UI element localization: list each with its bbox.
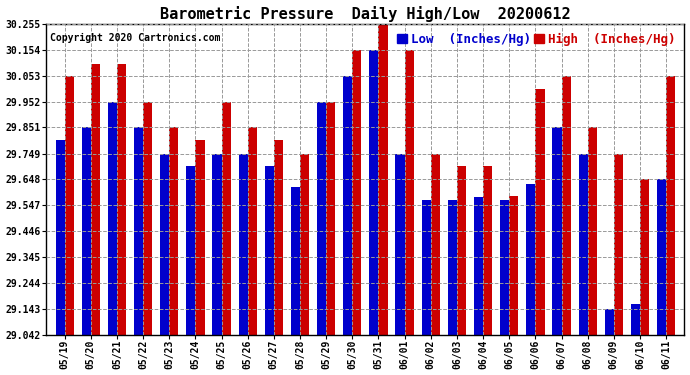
Bar	[422, 200, 431, 334]
Title: Barometric Pressure  Daily High/Low  20200612: Barometric Pressure Daily High/Low 20200…	[160, 6, 571, 21]
Bar	[666, 76, 676, 334]
Bar	[160, 154, 169, 334]
Bar	[65, 76, 74, 334]
Bar	[317, 102, 326, 334]
Bar	[562, 76, 571, 334]
Bar	[631, 304, 640, 334]
Bar	[509, 196, 518, 334]
Bar	[248, 128, 257, 335]
Bar	[474, 197, 483, 334]
Bar	[239, 154, 248, 334]
Bar	[291, 187, 300, 334]
Bar	[604, 309, 614, 334]
Bar	[81, 127, 91, 334]
Bar	[500, 200, 509, 334]
Bar	[535, 89, 544, 334]
Bar	[431, 154, 440, 334]
Bar	[55, 140, 65, 334]
Bar	[578, 154, 588, 334]
Bar	[343, 76, 353, 334]
Bar	[326, 102, 335, 334]
Bar	[143, 102, 152, 334]
Bar	[483, 166, 492, 334]
Bar	[108, 102, 117, 334]
Bar	[274, 140, 283, 334]
Bar	[186, 166, 195, 334]
Bar	[353, 50, 362, 334]
Bar	[395, 154, 404, 334]
Bar	[588, 128, 597, 335]
Bar	[213, 154, 221, 334]
Bar	[448, 200, 457, 334]
Bar	[169, 128, 179, 335]
Bar	[221, 102, 230, 334]
Bar	[614, 154, 623, 334]
Bar	[369, 50, 379, 334]
Bar	[134, 127, 143, 334]
Bar	[379, 24, 388, 334]
Bar	[404, 50, 414, 334]
Bar	[553, 128, 562, 335]
Bar	[91, 64, 100, 334]
Bar	[300, 154, 309, 334]
Bar	[117, 64, 126, 334]
Text: Copyright 2020 Cartronics.com: Copyright 2020 Cartronics.com	[50, 33, 220, 44]
Bar	[265, 166, 274, 334]
Legend: Low  (Inches/Hg), High  (Inches/Hg): Low (Inches/Hg), High (Inches/Hg)	[395, 30, 678, 48]
Bar	[457, 166, 466, 334]
Bar	[657, 180, 666, 334]
Bar	[526, 184, 535, 334]
Bar	[640, 180, 649, 334]
Bar	[195, 140, 204, 334]
